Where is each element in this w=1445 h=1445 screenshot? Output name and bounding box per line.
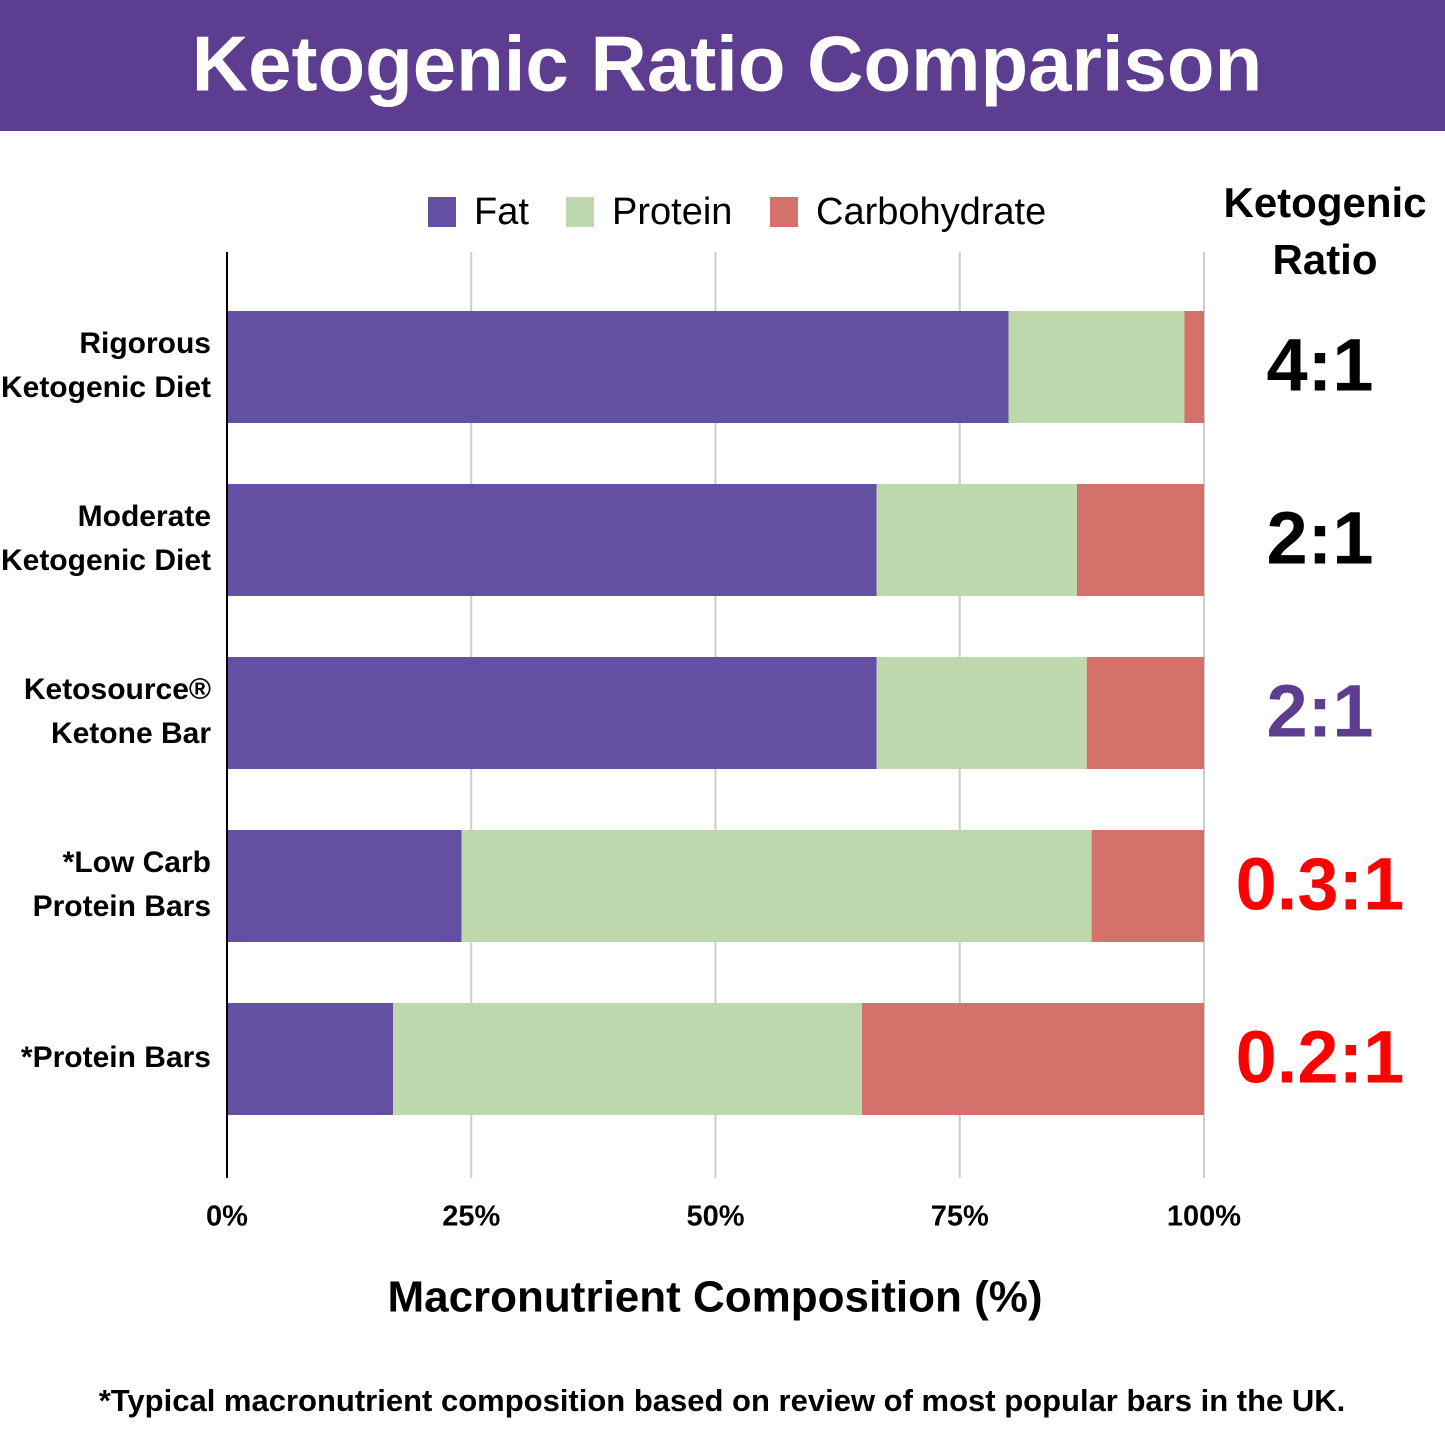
bar-segment xyxy=(876,484,1077,596)
footnote: *Typical macronutrient composition based… xyxy=(99,1383,1346,1418)
legend-swatch xyxy=(566,197,594,227)
y-tick-label: Ketogenic Diet xyxy=(1,544,211,577)
bar-segment xyxy=(393,1003,863,1115)
bar-segment xyxy=(227,657,877,769)
x-tick-label: 75% xyxy=(931,1201,989,1233)
ratio-label: 4:1 xyxy=(1267,324,1374,407)
ratio-title: Ketogenic xyxy=(1223,179,1426,226)
y-tick-label: Ketogenic Diet xyxy=(1,371,211,404)
bar-segment xyxy=(1076,484,1204,596)
chart-title: Ketogenic Ratio Comparison xyxy=(192,20,1262,108)
bar-segment xyxy=(227,311,1009,423)
ratio-title: Ratio xyxy=(1273,236,1378,283)
bar-segment xyxy=(227,830,462,942)
legend-label: Fat xyxy=(474,191,529,233)
bar-segment xyxy=(1086,657,1204,769)
bar-segment xyxy=(227,1003,394,1115)
bar-segment xyxy=(876,657,1087,769)
y-tick-label: *Low Carb xyxy=(63,846,211,879)
legend-label: Protein xyxy=(612,191,732,233)
bar-segment xyxy=(227,484,877,596)
x-tick-label: 25% xyxy=(442,1201,500,1233)
x-tick-label: 50% xyxy=(686,1201,744,1233)
legend-swatch xyxy=(428,197,456,227)
ratio-label: 0.2:1 xyxy=(1236,1016,1405,1099)
bar-segment xyxy=(862,1003,1204,1115)
title-banner xyxy=(0,0,1445,131)
bar-segment xyxy=(1184,311,1204,423)
y-tick-label: *Protein Bars xyxy=(21,1041,211,1074)
x-tick-label: 100% xyxy=(1167,1201,1241,1233)
x-tick-label: 0% xyxy=(206,1201,248,1233)
bar-segment xyxy=(461,830,1092,942)
y-tick-label: Ketone Bar xyxy=(51,717,211,750)
legend-label: Carbohydrate xyxy=(816,191,1046,233)
ratio-label: 2:1 xyxy=(1267,670,1374,753)
ratio-label: 0.3:1 xyxy=(1236,843,1405,926)
ratio-label: 2:1 xyxy=(1267,497,1374,580)
x-axis-title: Macronutrient Composition (%) xyxy=(387,1273,1042,1322)
y-tick-label: Ketosource® xyxy=(24,673,211,706)
bar-segment xyxy=(1008,311,1185,423)
legend-swatch xyxy=(770,197,798,227)
y-tick-label: Protein Bars xyxy=(33,890,211,923)
y-tick-label: Moderate xyxy=(78,500,211,533)
y-tick-label: Rigorous xyxy=(79,327,211,360)
bar-segment xyxy=(1091,830,1204,942)
